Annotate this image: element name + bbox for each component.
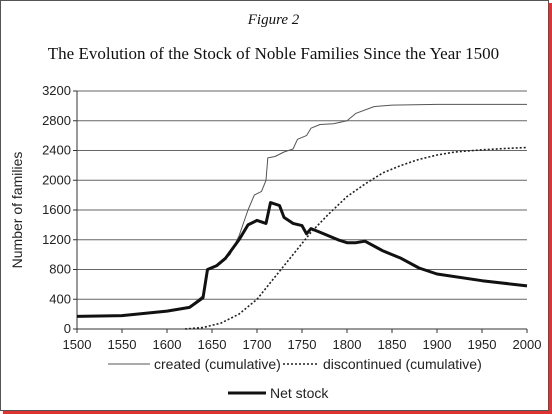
- x-tick-label: 1850: [378, 337, 407, 352]
- series-line-2: [76, 201, 528, 318]
- x-tick-label: 1800: [333, 337, 362, 352]
- x-tick-label: 2000: [513, 337, 542, 352]
- y-tick-label: 3200: [42, 83, 71, 98]
- y-tick-label: 0: [64, 321, 71, 336]
- series-lines: [76, 103, 528, 330]
- legend-label: discontinued (cumulative): [323, 356, 482, 372]
- x-tick-label: 1500: [63, 337, 92, 352]
- tick-labels: 0 400 800 1200 1600 2000 2400 2800 3200 1500 1550 1…: [42, 83, 541, 352]
- y-tick-label: 1200: [42, 232, 71, 247]
- x-tick-label: 1650: [198, 337, 227, 352]
- y-tick-label: 1600: [42, 202, 71, 217]
- x-tick-label: 1550: [108, 337, 137, 352]
- y-tick-label: 400: [49, 291, 71, 306]
- legend-label: created (cumulative): [154, 356, 281, 372]
- x-tick-label: 1700: [243, 337, 272, 352]
- y-axis-label: Number of families: [9, 152, 25, 269]
- x-tick-label: 1600: [153, 337, 182, 352]
- x-tick-label: 1750: [288, 337, 317, 352]
- y-tick-label: 800: [49, 262, 71, 277]
- chart-title: The Evolution of the Stock of Noble Fami…: [47, 44, 500, 63]
- figure-label: Figure 2: [247, 12, 300, 28]
- axes: [73, 90, 528, 333]
- y-tick-label: 2400: [42, 143, 71, 158]
- legend: created (cumulative) discontinued (cumula…: [108, 356, 482, 401]
- series-line-1: [184, 146, 528, 330]
- x-tick-label: 1900: [423, 337, 452, 352]
- y-tick-label: 2800: [42, 113, 71, 128]
- y-tick-label: 2000: [42, 172, 71, 187]
- grid-lines: [77, 90, 527, 300]
- x-tick-label: 1950: [468, 337, 497, 352]
- legend-label: Net stock: [270, 385, 329, 401]
